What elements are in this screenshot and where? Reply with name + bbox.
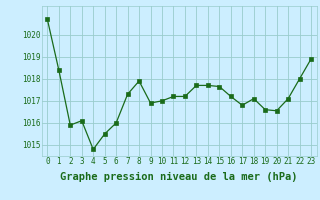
X-axis label: Graphe pression niveau de la mer (hPa): Graphe pression niveau de la mer (hPa): [60, 172, 298, 182]
